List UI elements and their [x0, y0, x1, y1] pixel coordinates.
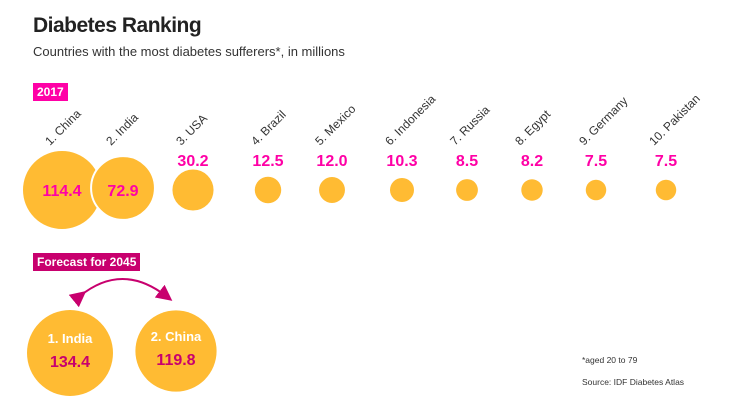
value-label: 114.4 [42, 183, 81, 200]
forecast-bubble [27, 310, 113, 396]
year-2017-tag: 2017 [33, 83, 68, 101]
bubble [90, 155, 156, 221]
category-label: 1. China [42, 106, 84, 148]
forecast-tag: Forecast for 2045 [33, 253, 141, 271]
value-label: 10.3 [386, 153, 417, 170]
value-label: 7.5 [585, 153, 607, 170]
bubble [319, 177, 345, 203]
bubble [655, 179, 677, 201]
forecast-bubble [135, 310, 217, 392]
category-label: 2. India [103, 110, 141, 148]
forecast-category-label: 1. India [48, 331, 94, 346]
category-label: 6. Indonesia [382, 92, 438, 148]
category-label: 4. Brazil [248, 108, 289, 149]
swap-arrow [68, 278, 173, 308]
footnote: *aged 20 to 79 [582, 355, 638, 365]
bubble [521, 179, 543, 201]
bubble [172, 169, 214, 211]
bubble [254, 176, 282, 204]
category-label: 9. Germany [576, 94, 630, 148]
value-label: 12.5 [252, 153, 283, 170]
source: Source: IDF Diabetes Atlas [582, 377, 685, 387]
value-label: 7.5 [655, 153, 677, 170]
category-label: 5. Mexico [312, 102, 358, 148]
value-label: 72.9 [107, 183, 138, 200]
page-subtitle: Countries with the most diabetes suffere… [33, 44, 345, 59]
value-label: 30.2 [177, 153, 208, 170]
forecast-value-label: 119.8 [156, 352, 195, 369]
bubble [389, 177, 415, 203]
value-label: 12.0 [316, 153, 347, 170]
forecast-category-label: 2. China [151, 329, 202, 344]
category-label: 10. Pakistan [646, 92, 703, 149]
forecast-value-label: 134.4 [50, 354, 90, 371]
bubble [456, 179, 478, 201]
category-label: 8. Egypt [512, 107, 554, 149]
page-title: Diabetes Ranking [33, 14, 202, 37]
value-label: 8.5 [456, 153, 478, 170]
category-label: 7. Russia [447, 103, 493, 149]
bubble [585, 179, 607, 201]
value-label: 8.2 [521, 153, 543, 170]
category-label: 3. USA [173, 111, 210, 148]
